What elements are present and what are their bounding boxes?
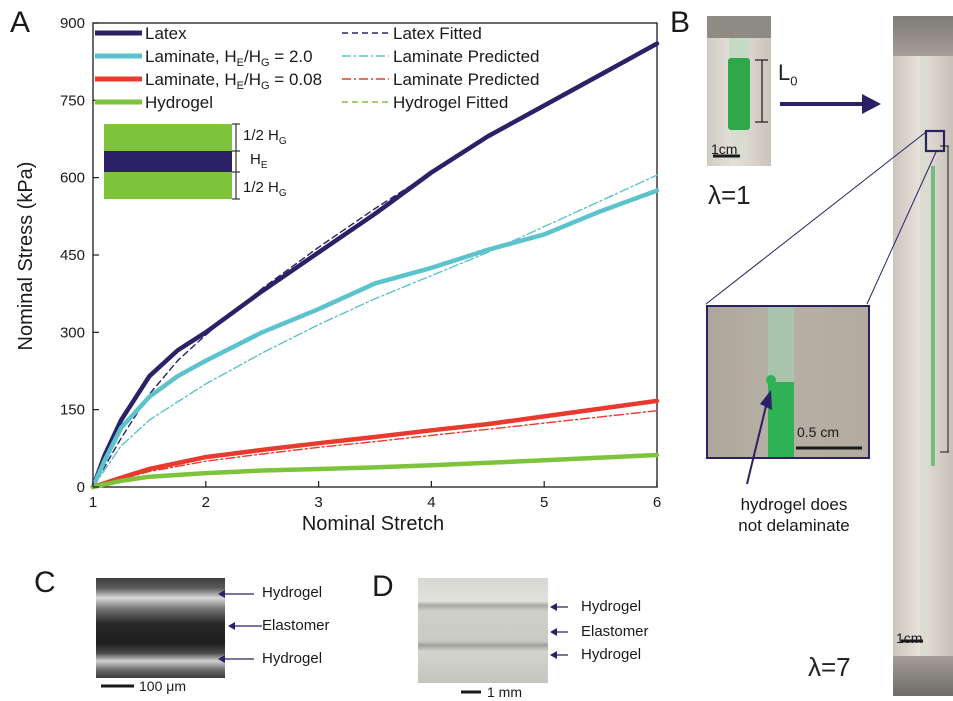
x-axis-label: Nominal Stretch bbox=[302, 513, 444, 535]
legend: Latex Laminate, HE/HG = 2.0 Laminate, HE… bbox=[95, 24, 539, 112]
x-tick-label: 4 bbox=[427, 494, 435, 511]
scale-label-1cm-right: 1cm bbox=[896, 630, 923, 646]
photo-sem-cross-section bbox=[96, 578, 225, 678]
panel-label-b: B bbox=[670, 6, 691, 39]
panel-c-scale-label: 100 μm bbox=[139, 678, 186, 694]
legend-label-latex-fitted: Latex Fitted bbox=[393, 24, 482, 43]
panel-d-label-elastomer: Elastomer bbox=[581, 623, 649, 640]
legend-item-latex-fitted: Latex Fitted bbox=[342, 24, 482, 43]
panel-c-label-elastomer: Elastomer bbox=[262, 617, 330, 634]
inset-label-bottom: 1/2 HG bbox=[243, 179, 287, 199]
series-line-laminate-h-e-h-g-0-08-4 bbox=[90, 398, 660, 490]
inset-label-top: 1/2 HG bbox=[243, 127, 287, 147]
length-label-l0: L0 bbox=[778, 60, 798, 89]
lambda-7-label: λ=7 bbox=[808, 652, 851, 682]
y-tick-label: 600 bbox=[60, 170, 85, 187]
series-line-laminate-predicted-3 bbox=[92, 174, 658, 488]
chart-series bbox=[90, 41, 660, 490]
legend-label-laminate-predicted-2: Laminate Predicted bbox=[393, 47, 539, 66]
panel-label-c: C bbox=[34, 566, 56, 599]
inset-hydrogel-bottom bbox=[104, 172, 232, 199]
scale-label-zoom: 0.5 cm bbox=[797, 424, 840, 440]
photo-zoom-inset bbox=[706, 305, 870, 459]
photo-unstretched bbox=[707, 16, 771, 166]
inset-hydrogel-top bbox=[104, 124, 232, 151]
series-line-laminate-predicted-5 bbox=[92, 410, 658, 488]
legend-item-latex: Latex bbox=[95, 24, 187, 43]
x-tick-label: 5 bbox=[540, 494, 548, 511]
panel-label-a: A bbox=[10, 6, 31, 39]
legend-item-hydrogel: Hydrogel bbox=[95, 93, 213, 112]
legend-label-laminate-008: Laminate, HE/HG = 0.08 bbox=[145, 70, 322, 92]
y-tick-label: 750 bbox=[60, 92, 85, 109]
stretched-green-strip bbox=[931, 166, 935, 466]
annotation-text: hydrogel does not delaminate bbox=[738, 495, 850, 536]
x-tick-label: 1 bbox=[89, 494, 97, 511]
series-line-latex-0 bbox=[90, 41, 660, 490]
inset-label-mid: HE bbox=[250, 151, 268, 171]
series-line-hydrogel-6 bbox=[90, 452, 660, 490]
y-tick-label: 0 bbox=[77, 479, 85, 496]
scale-label-1cm-small: 1cm bbox=[711, 141, 738, 157]
legend-label-laminate-2: Laminate, HE/HG = 2.0 bbox=[145, 47, 313, 69]
legend-item-laminate-008: Laminate, HE/HG = 0.08 bbox=[95, 70, 322, 92]
panel-label-d: D bbox=[372, 570, 394, 603]
zoom-region-box bbox=[924, 129, 946, 153]
green-sample bbox=[728, 58, 750, 130]
legend-label-latex: Latex bbox=[145, 24, 187, 43]
legend-item-laminate-predicted-008: Laminate Predicted bbox=[342, 70, 539, 89]
legend-label-laminate-predicted-008: Laminate Predicted bbox=[393, 70, 539, 89]
legend-item-laminate-2: Laminate, HE/HG = 2.0 bbox=[95, 47, 313, 69]
legend-item-laminate-predicted-2: Laminate Predicted bbox=[342, 47, 539, 66]
x-tick-label: 6 bbox=[653, 494, 661, 511]
lambda-1-label: λ=1 bbox=[708, 180, 751, 210]
stretch-arrow bbox=[780, 94, 881, 114]
legend-item-hydrogel-fitted: Hydrogel Fitted bbox=[342, 93, 508, 112]
zoom-green-hydrogel bbox=[768, 382, 794, 457]
panel-d-label-hydrogel-top: Hydrogel bbox=[581, 598, 642, 615]
photo-optical-cross-section bbox=[418, 578, 548, 683]
y-tick-label: 300 bbox=[60, 324, 85, 341]
x-tick-label: 3 bbox=[314, 494, 322, 511]
panel-d-scale-label: 1 mm bbox=[487, 684, 522, 700]
y-axis-label: Nominal Stress (kPa) bbox=[15, 162, 37, 351]
zoom-connector bbox=[705, 131, 937, 305]
photo-stretched bbox=[893, 16, 953, 696]
y-tick-label: 900 bbox=[60, 15, 85, 32]
stress-stretch-chart: 1 2 3 4 5 6 0 150 300 450 600 750 900 Nominal Stretc… bbox=[15, 15, 661, 535]
panel-c-label-hydrogel-bottom: Hydrogel bbox=[262, 650, 323, 667]
laminate-inset-diagram: 1/2 HG HE 1/2 HG bbox=[104, 123, 287, 200]
panel-c-label-hydrogel-top: Hydrogel bbox=[262, 584, 323, 601]
chart-ticks: 1 2 3 4 5 6 0 150 300 450 600 750 900 bbox=[60, 15, 661, 511]
y-tick-label: 150 bbox=[60, 402, 85, 419]
legend-label-hydrogel-fitted: Hydrogel Fitted bbox=[393, 93, 508, 112]
y-tick-label: 450 bbox=[60, 247, 85, 264]
panel-d-label-hydrogel-bottom: Hydrogel bbox=[581, 646, 642, 663]
x-tick-label: 2 bbox=[202, 494, 210, 511]
annotation-arrow bbox=[746, 390, 772, 485]
legend-label-hydrogel: Hydrogel bbox=[145, 93, 213, 112]
series-line-laminate-h-e-h-g-2-0-2 bbox=[90, 188, 660, 490]
inset-elastomer bbox=[104, 151, 232, 172]
